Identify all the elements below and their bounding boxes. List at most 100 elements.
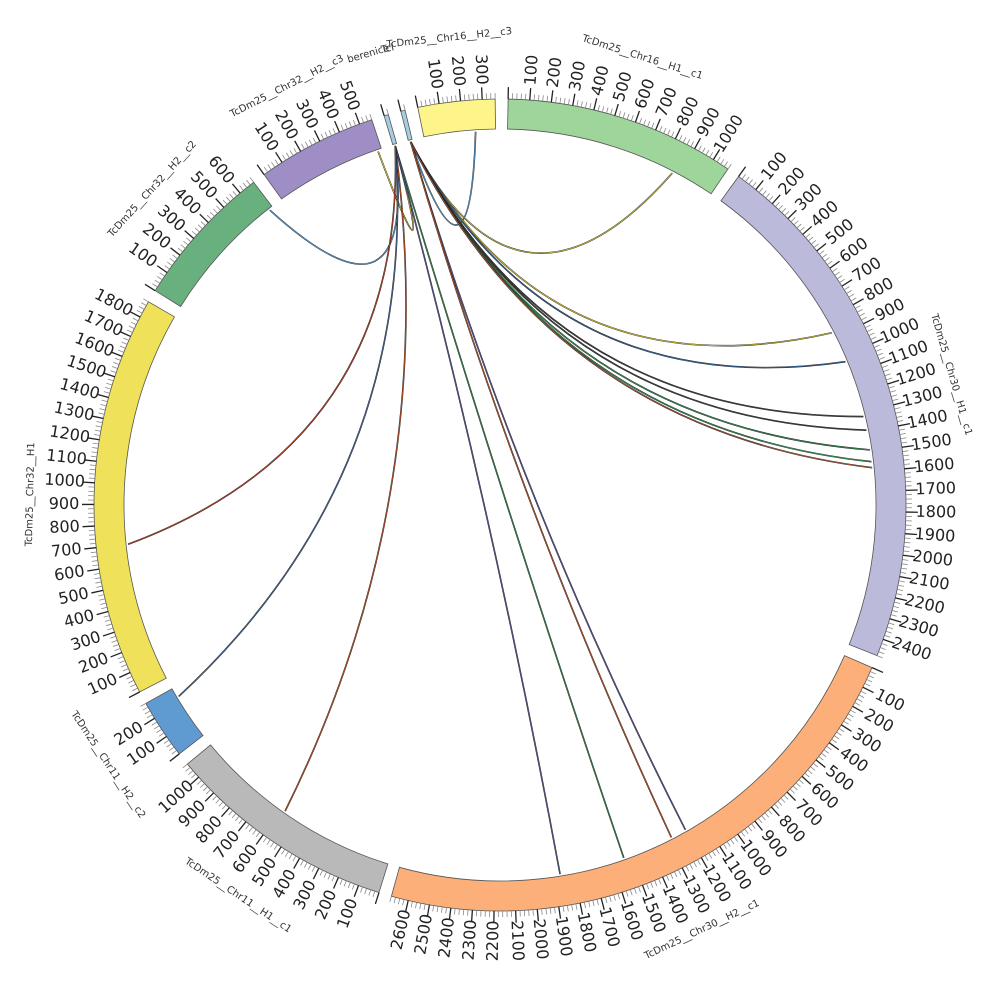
minor-tick xyxy=(403,899,404,905)
minor-tick xyxy=(837,732,842,735)
minor-tick xyxy=(348,882,350,888)
segment-berenice[interactable] xyxy=(384,115,396,145)
minor-tick xyxy=(121,665,127,667)
tick-label: 1800 xyxy=(574,910,601,954)
minor-tick xyxy=(104,392,110,394)
minor-tick xyxy=(882,366,888,368)
minor-tick xyxy=(664,128,666,133)
minor-tick xyxy=(886,378,892,380)
minor-tick xyxy=(805,773,810,777)
segment-TcDm25__Chr16__H2__c3[interactable] xyxy=(418,99,496,137)
minor-tick xyxy=(104,616,110,618)
minor-tick xyxy=(463,909,464,915)
minor-tick xyxy=(394,897,396,903)
major-tick xyxy=(157,736,167,743)
minor-tick xyxy=(113,644,119,646)
minor-tick xyxy=(648,121,650,127)
minor-tick xyxy=(243,183,247,188)
minor-tick xyxy=(874,345,880,347)
minor-tick xyxy=(131,322,136,325)
minor-tick xyxy=(867,329,872,332)
minor-tick xyxy=(329,130,331,135)
minor-tick xyxy=(891,615,897,617)
minor-tick xyxy=(901,438,907,439)
minor-tick xyxy=(746,177,750,182)
minor-tick xyxy=(92,561,98,562)
minor-tick xyxy=(894,602,900,603)
minor-tick xyxy=(345,123,347,129)
link-ribbon xyxy=(285,146,406,811)
tick-label: 2600 xyxy=(387,908,415,952)
minor-tick xyxy=(605,897,607,903)
minor-tick xyxy=(879,652,885,654)
minor-tick xyxy=(892,610,898,612)
major-tick xyxy=(313,868,318,879)
minor-tick xyxy=(118,657,124,659)
major-tick xyxy=(355,113,359,124)
minor-tick xyxy=(167,744,172,748)
minor-tick xyxy=(865,325,870,328)
minor-tick xyxy=(425,100,426,106)
segment-TcDm25__Chr30__H2__c1[interactable] xyxy=(391,656,872,911)
minor-tick xyxy=(667,875,669,880)
tick-label: 1700 xyxy=(915,478,956,498)
link-outline xyxy=(395,146,624,858)
tick-label: 2100 xyxy=(908,568,951,594)
minor-tick xyxy=(159,733,164,736)
segment-TcDm25__Chr32__H1[interactable] xyxy=(94,302,174,692)
minor-tick xyxy=(690,864,693,869)
minor-tick xyxy=(451,96,452,102)
minor-tick xyxy=(289,854,292,859)
minor-tick xyxy=(671,132,674,137)
link-outline xyxy=(411,142,870,450)
tick-label: 2300 xyxy=(458,919,480,961)
minor-tick xyxy=(742,174,746,179)
minor-tick xyxy=(143,299,148,302)
minor-tick xyxy=(668,130,670,135)
minor-tick xyxy=(891,395,897,397)
minor-tick xyxy=(143,707,148,710)
tick-label: 1400 xyxy=(906,406,950,433)
minor-tick xyxy=(716,849,719,854)
minor-tick xyxy=(186,238,191,242)
minor-tick xyxy=(247,180,251,185)
ticks-TcI xyxy=(398,100,405,112)
segment-TcI[interactable] xyxy=(401,110,412,140)
segment-TcDm25__Chr11__H2__c2[interactable] xyxy=(146,689,203,754)
minor-tick xyxy=(683,137,686,142)
minor-tick xyxy=(793,786,797,790)
minor-tick xyxy=(353,120,355,126)
minor-tick xyxy=(900,572,906,573)
minor-tick xyxy=(904,460,910,461)
minor-tick xyxy=(294,148,297,153)
minor-tick xyxy=(191,774,195,778)
minor-tick xyxy=(554,907,555,913)
minor-tick xyxy=(731,839,734,844)
minor-tick xyxy=(115,358,121,360)
minor-tick xyxy=(894,408,900,409)
minor-tick xyxy=(899,581,905,582)
segment-TcDm25__Chr32__H2__c2[interactable] xyxy=(155,182,272,306)
minor-tick xyxy=(880,648,886,650)
major-tick xyxy=(103,632,114,636)
minor-tick xyxy=(593,900,594,906)
minor-tick xyxy=(806,234,811,238)
minor-tick xyxy=(903,455,909,456)
major-tick xyxy=(398,100,401,112)
minor-tick xyxy=(459,909,460,915)
major-tick xyxy=(145,284,155,290)
minor-tick xyxy=(861,691,866,694)
minor-tick xyxy=(203,787,207,791)
minor-tick xyxy=(188,771,193,775)
minor-tick xyxy=(748,826,752,831)
minor-tick xyxy=(93,565,99,566)
minor-tick xyxy=(885,635,891,637)
minor-tick xyxy=(752,182,756,187)
minor-tick xyxy=(897,420,903,421)
minor-tick xyxy=(851,298,856,301)
minor-tick xyxy=(99,409,105,410)
minor-tick xyxy=(844,287,849,290)
